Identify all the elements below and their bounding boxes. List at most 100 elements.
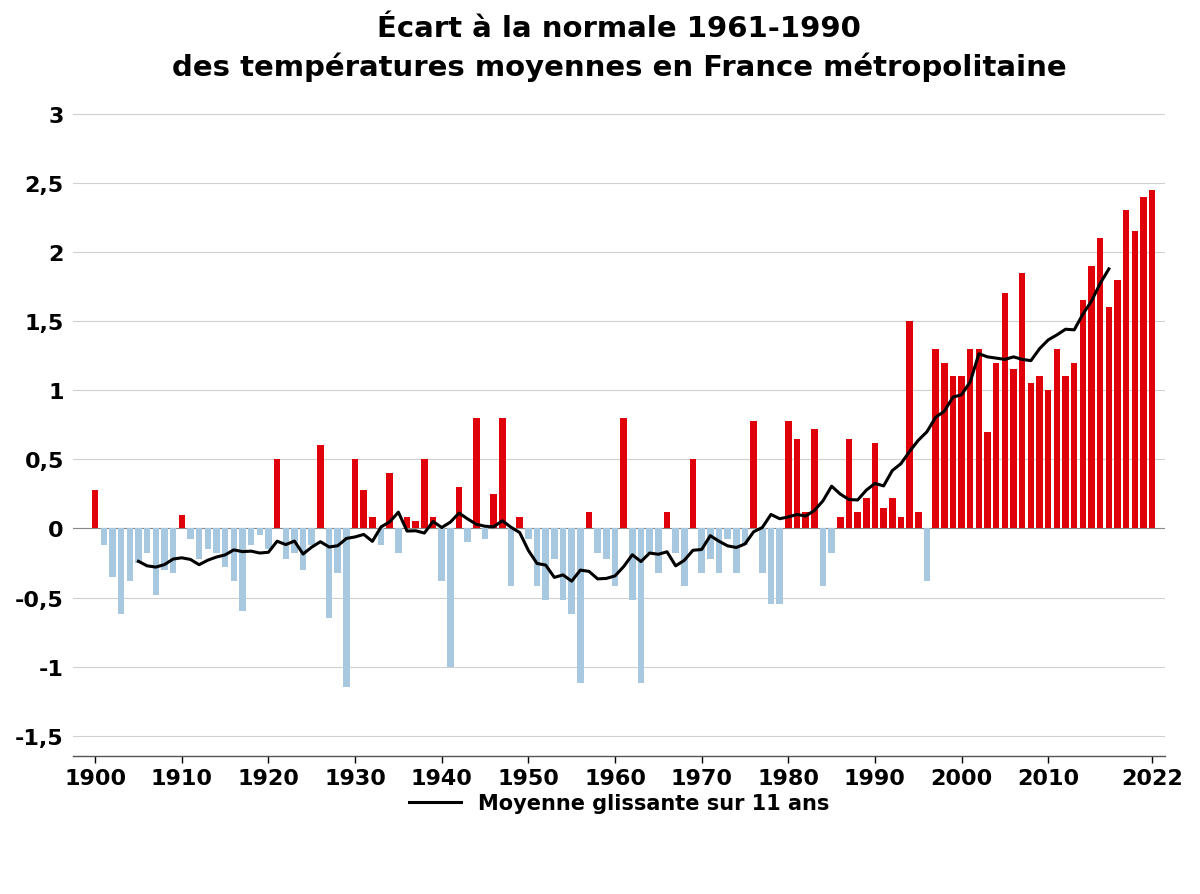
Bar	[984, 432, 991, 529]
Bar	[395, 529, 402, 553]
Bar	[1097, 239, 1104, 529]
Bar	[109, 529, 115, 578]
Bar	[655, 529, 661, 573]
Bar	[828, 529, 835, 553]
Bar	[854, 512, 860, 529]
Bar	[846, 439, 852, 529]
Bar	[776, 529, 782, 604]
Bar	[161, 529, 168, 570]
Bar	[707, 529, 714, 559]
Bar	[604, 529, 610, 559]
Bar	[282, 529, 289, 559]
Bar	[257, 529, 263, 536]
Bar	[126, 529, 133, 581]
Bar	[551, 529, 558, 559]
Bar	[152, 529, 160, 595]
Bar	[569, 529, 575, 614]
Bar	[404, 518, 410, 529]
Bar	[637, 529, 644, 683]
Bar	[430, 518, 437, 529]
Bar	[456, 487, 462, 529]
Bar	[1123, 211, 1129, 529]
Bar	[92, 490, 98, 529]
Bar	[386, 474, 392, 529]
Bar	[222, 529, 228, 568]
Bar	[682, 529, 688, 586]
Bar	[967, 350, 973, 529]
Bar	[559, 529, 566, 601]
Bar	[1132, 232, 1138, 529]
Bar	[526, 529, 532, 540]
Bar	[924, 529, 930, 581]
Title: Écart à la normale 1961-1990
des températures moyennes en France métropolitaine: Écart à la normale 1961-1990 des tempéra…	[172, 15, 1067, 82]
Bar	[360, 490, 367, 529]
Bar	[976, 350, 982, 529]
Bar	[898, 518, 904, 529]
Bar	[438, 529, 445, 581]
Bar	[144, 529, 150, 553]
Bar	[300, 529, 306, 570]
Bar	[491, 494, 497, 529]
Bar	[742, 529, 749, 545]
Bar	[352, 460, 359, 529]
Bar	[542, 529, 548, 601]
Bar	[499, 418, 505, 529]
Bar	[1054, 350, 1060, 529]
Bar	[187, 529, 193, 540]
Bar	[881, 508, 887, 529]
Bar	[715, 529, 722, 573]
Bar	[1027, 384, 1034, 529]
Bar	[473, 418, 480, 529]
Bar	[292, 529, 298, 553]
Bar	[170, 529, 176, 573]
Bar	[959, 377, 965, 529]
Bar	[733, 529, 739, 573]
Bar	[932, 350, 938, 529]
Bar	[508, 529, 515, 586]
Bar	[1019, 274, 1026, 529]
Bar	[413, 522, 419, 529]
Bar	[1062, 377, 1069, 529]
Bar	[204, 529, 211, 550]
Bar	[118, 529, 125, 614]
Bar	[629, 529, 636, 601]
Bar	[941, 363, 948, 529]
Bar	[1105, 308, 1112, 529]
Bar	[698, 529, 704, 573]
Bar	[248, 529, 254, 545]
Legend: Moyenne glissante sur 11 ans: Moyenne glissante sur 11 ans	[401, 785, 838, 822]
Bar	[820, 529, 826, 586]
Bar	[1080, 301, 1086, 529]
Bar	[317, 446, 324, 529]
Bar	[421, 460, 427, 529]
Bar	[863, 499, 870, 529]
Bar	[811, 429, 817, 529]
Bar	[265, 529, 271, 550]
Bar	[949, 377, 956, 529]
Bar	[889, 499, 895, 529]
Bar	[378, 529, 384, 545]
Bar	[1148, 190, 1156, 529]
Bar	[1002, 294, 1008, 529]
Bar	[326, 529, 332, 619]
Bar	[750, 421, 757, 529]
Bar	[196, 529, 203, 559]
Bar	[793, 439, 800, 529]
Bar	[101, 529, 107, 545]
Bar	[274, 460, 281, 529]
Bar	[1115, 281, 1121, 529]
Bar	[594, 529, 601, 553]
Bar	[916, 512, 922, 529]
Bar	[239, 529, 246, 611]
Bar	[647, 529, 653, 553]
Bar	[481, 529, 488, 540]
Bar	[803, 512, 809, 529]
Bar	[690, 460, 696, 529]
Bar	[725, 529, 731, 540]
Bar	[577, 529, 583, 683]
Bar	[992, 363, 1000, 529]
Bar	[871, 443, 878, 529]
Bar	[672, 529, 679, 553]
Bar	[1010, 370, 1016, 529]
Bar	[464, 529, 470, 543]
